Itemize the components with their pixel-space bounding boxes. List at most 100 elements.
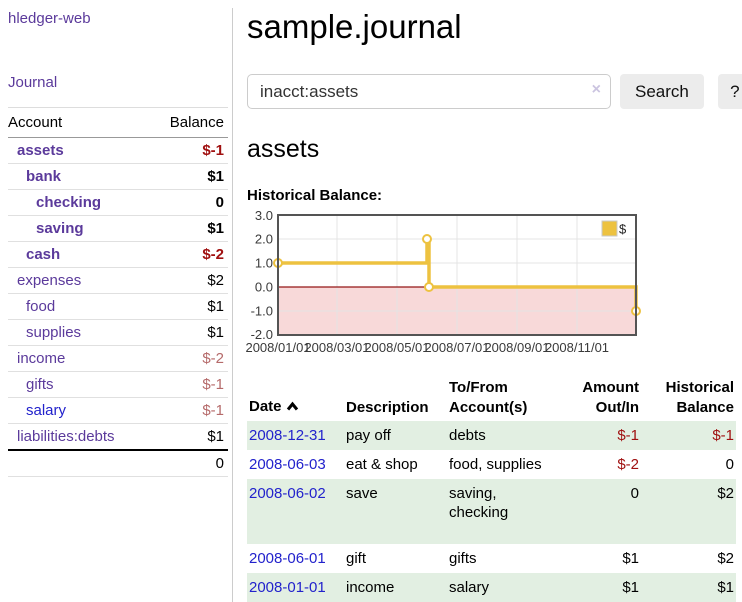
account-link-cash[interactable]: cash [26,246,61,263]
historical-balance-chart: $ 3.0 2.0 1.0 0.0 -1.0 -2.0 2008/01/01 2… [245,208,742,358]
account-balance: $1 [150,423,228,451]
register-header-date[interactable]: Date [247,375,344,421]
sidebar-item-journal[interactable]: Journal [8,74,58,91]
account-link-bank[interactable]: bank [26,168,62,185]
transaction-balance: 0 [725,456,734,473]
account-balance: $2 [150,267,228,294]
transaction-balance: $-1 [712,427,734,444]
account-link-supplies[interactable]: supplies [26,324,82,341]
svg-text:2008/07/01: 2008/07/01 [424,340,489,355]
svg-text:1.0: 1.0 [255,256,273,271]
transaction-balance: $2 [717,485,734,502]
account-row: expenses $2 [8,267,228,294]
transaction-description: save [346,485,378,502]
account-row: cash $-2 [8,241,228,268]
accounts-total-row: 0 [8,449,228,477]
accounts-table: Account Balance assets $-1 bank $1 check… [8,107,228,477]
account-link-assets[interactable]: assets [17,142,64,159]
account-row: assets $-1 [8,137,228,164]
transaction-date-link[interactable]: 2008-12-31 [249,427,326,444]
legend-swatch-icon [601,220,618,237]
svg-text:-2.0: -2.0 [251,327,273,342]
account-balance: $-1 [150,397,228,424]
accounts-header-balance: Balance [150,107,228,138]
svg-text:2008/09/01: 2008/09/01 [484,340,549,355]
transaction-description: income [346,579,395,596]
sidebar: hledger-web Journal Account Balance asse… [8,8,233,602]
svg-text:2008/01/01: 2008/01/01 [245,340,310,355]
transaction-date-link[interactable]: 2008-06-01 [249,550,326,567]
search-input[interactable] [247,74,611,109]
legend-label: $ [619,222,627,237]
search-button[interactable]: Search [620,74,704,109]
account-row: salary $-1 [8,397,228,424]
account-row: supplies $1 [8,319,228,346]
transaction-accounts: salary [449,579,490,596]
transaction-accounts: debts [449,427,486,444]
account-link-salary[interactable]: salary [26,402,67,419]
main-content: sample.journal × Search ? assets Histori… [233,8,742,602]
svg-text:0.0: 0.0 [255,280,273,295]
account-row: saving $1 [8,215,228,242]
svg-text:2.0: 2.0 [255,232,273,247]
transaction-amount: $1 [622,579,639,596]
account-balance: $-1 [150,137,228,164]
svg-text:2008/05/01: 2008/05/01 [364,340,429,355]
svg-text:2008/03/01: 2008/03/01 [304,340,369,355]
account-link-expenses[interactable]: expenses [17,272,82,289]
transaction-accounts: food, supplies [449,456,542,473]
account-row: bank $1 [8,163,228,190]
account-row: food $1 [8,293,228,320]
register-row: 2008-01-01 income salary $1 $1 [247,573,736,602]
search-form: × Search ? [247,74,742,109]
chart-y-axis: 3.0 2.0 1.0 0.0 -1.0 -2.0 [251,208,273,342]
chart-canvas: $ 3.0 2.0 1.0 0.0 -1.0 -2.0 2008/01/01 2… [245,208,641,355]
account-balance: $-2 [150,345,228,372]
account-link-saving[interactable]: saving [36,220,84,237]
account-balance: 0 [150,189,228,216]
account-balance: $1 [150,319,228,346]
account-row: checking 0 [8,189,228,216]
register-table: Date Description To/From Account(s) Amou… [247,375,736,602]
transaction-amount: $1 [622,550,639,567]
register-header-tofrom: To/From Account(s) [449,379,528,416]
account-row: income $-2 [8,345,228,372]
transaction-description: eat & shop [346,456,418,473]
transaction-description: gift [346,550,367,567]
transaction-description: pay off [346,427,391,444]
account-link-gifts[interactable]: gifts [26,376,54,393]
register-header-description: Description [346,399,429,416]
account-balance: $-2 [150,241,228,268]
transaction-balance: $2 [717,550,734,567]
account-balance: $-1 [150,371,228,398]
transaction-date-link[interactable]: 2008-06-02 [249,485,326,502]
accounts-total-value: 0 [150,449,228,477]
app-title-link[interactable]: hledger-web [8,10,91,27]
account-link-food[interactable]: food [26,298,56,315]
transaction-accounts: saving, checking [449,485,509,521]
chart-heading: Historical Balance: [247,187,383,204]
account-link-checking[interactable]: checking [36,194,102,211]
svg-text:2008/11/01: 2008/11/01 [545,340,609,355]
transaction-date-link[interactable]: 2008-06-03 [249,456,326,473]
transaction-amount: 0 [630,485,639,502]
svg-text:-1.0: -1.0 [251,304,273,319]
chart-legend: $ [601,220,627,237]
chart-border [277,214,637,336]
register-row: 2008-06-03 eat & shop food, supplies $-2… [247,450,736,479]
register-header-balance: Historical Balance [665,379,734,416]
register-row: 2008-06-01 gift gifts $1 $2 [247,544,736,573]
account-heading: assets [247,135,320,163]
account-link-liabilities-debts[interactable]: liabilities:debts [17,428,115,445]
transaction-balance: $1 [717,579,734,596]
clear-search-icon[interactable]: × [591,81,601,98]
account-row: gifts $-1 [8,371,228,398]
register-row: 2008-12-31 pay off debts $-1 $-1 [247,421,736,450]
page-title: sample.journal [247,8,462,45]
account-balance: $1 [150,163,228,190]
account-link-income[interactable]: income [17,350,66,367]
help-button[interactable]: ? [717,74,742,109]
register-header-amount: Amount Out/In [582,379,639,416]
transaction-accounts: gifts [449,550,477,567]
